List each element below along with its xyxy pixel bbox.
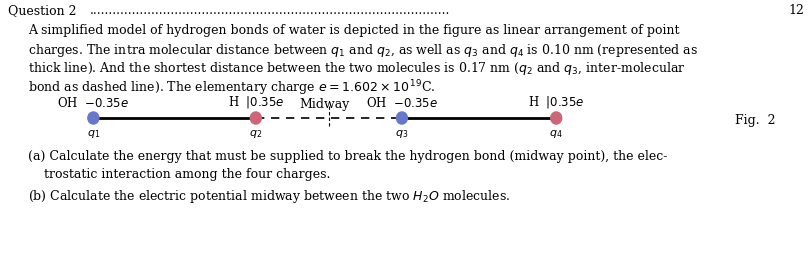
Text: (a) Calculate the energy that must be supplied to break the hydrogen bond (midwa: (a) Calculate the energy that must be su… [28, 150, 667, 163]
Text: A simplified model of hydrogen bonds of water is depicted in the figure as linea: A simplified model of hydrogen bonds of … [28, 24, 679, 37]
Text: H  $|0.35e$: H $|0.35e$ [527, 94, 584, 110]
Text: $q_4$: $q_4$ [549, 128, 562, 140]
Text: thick line). And the shortest distance between the two molecules is 0.17 nm ($q_: thick line). And the shortest distance b… [28, 60, 684, 77]
Text: trostatic interaction among the four charges.: trostatic interaction among the four cha… [44, 168, 330, 181]
Text: $q_2$: $q_2$ [249, 128, 262, 140]
Ellipse shape [550, 112, 561, 124]
Text: $q_3$: $q_3$ [395, 128, 408, 140]
Text: Fig.  2: Fig. 2 [734, 114, 775, 127]
Ellipse shape [88, 112, 99, 124]
Text: (b) Calculate the electric potential midway between the two $H_2O$ molecules.: (b) Calculate the electric potential mid… [28, 188, 510, 205]
Text: OH  $-0.35e$: OH $-0.35e$ [366, 96, 437, 110]
Text: ................................................................................: ........................................… [90, 4, 450, 17]
Ellipse shape [250, 112, 261, 124]
Text: OH  $-0.35e$: OH $-0.35e$ [58, 96, 129, 110]
Ellipse shape [396, 112, 407, 124]
Text: Question 2: Question 2 [8, 4, 76, 17]
Text: 12: 12 [787, 4, 803, 17]
Text: bond as dashed line). The elementary charge $e = 1.602 \times 10^{\,19}$C.: bond as dashed line). The elementary cha… [28, 78, 435, 98]
Text: $q_1$: $q_1$ [87, 128, 100, 140]
Text: charges. The intra molecular distance between $q_1$ and $q_2$, as well as $q_3$ : charges. The intra molecular distance be… [28, 42, 697, 59]
Text: H  $|0.35e$: H $|0.35e$ [227, 94, 284, 110]
Text: Midway: Midway [299, 98, 350, 111]
